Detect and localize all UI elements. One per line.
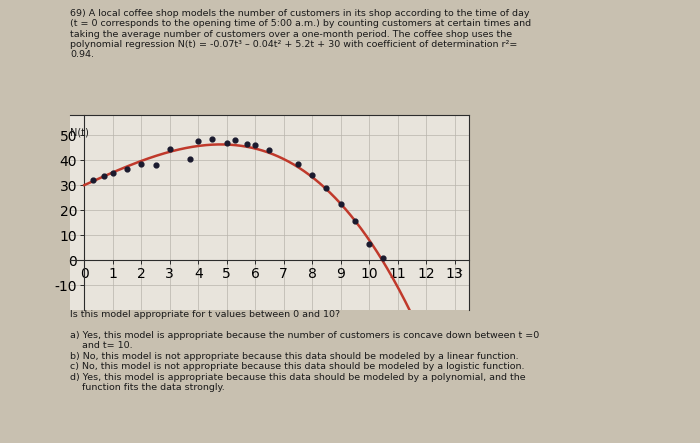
Point: [349, 218, 360, 225]
Text: N(t): N(t): [70, 128, 89, 138]
Point: [107, 169, 118, 176]
Point: [136, 160, 147, 167]
Point: [193, 138, 204, 145]
Text: t: t: [458, 268, 462, 276]
Point: [307, 171, 318, 179]
Point: [121, 165, 132, 172]
Point: [221, 139, 232, 146]
Point: [378, 254, 389, 261]
Point: [264, 147, 275, 154]
Point: [335, 200, 346, 207]
Point: [250, 142, 261, 149]
Point: [150, 162, 161, 169]
Point: [241, 140, 252, 148]
Text: Is this model appropriate for t values between 0 and 10?

a) Yes, this model is : Is this model appropriate for t values b…: [70, 310, 539, 392]
Point: [184, 155, 195, 163]
Point: [164, 145, 175, 152]
Text: 69) A local coffee shop models the number of customers in its shop according to : 69) A local coffee shop models the numbe…: [70, 9, 531, 59]
Point: [321, 184, 332, 191]
Point: [99, 173, 110, 180]
Point: [230, 136, 241, 144]
Point: [293, 160, 304, 167]
Point: [364, 241, 375, 248]
Point: [88, 177, 99, 184]
Point: [207, 136, 218, 143]
